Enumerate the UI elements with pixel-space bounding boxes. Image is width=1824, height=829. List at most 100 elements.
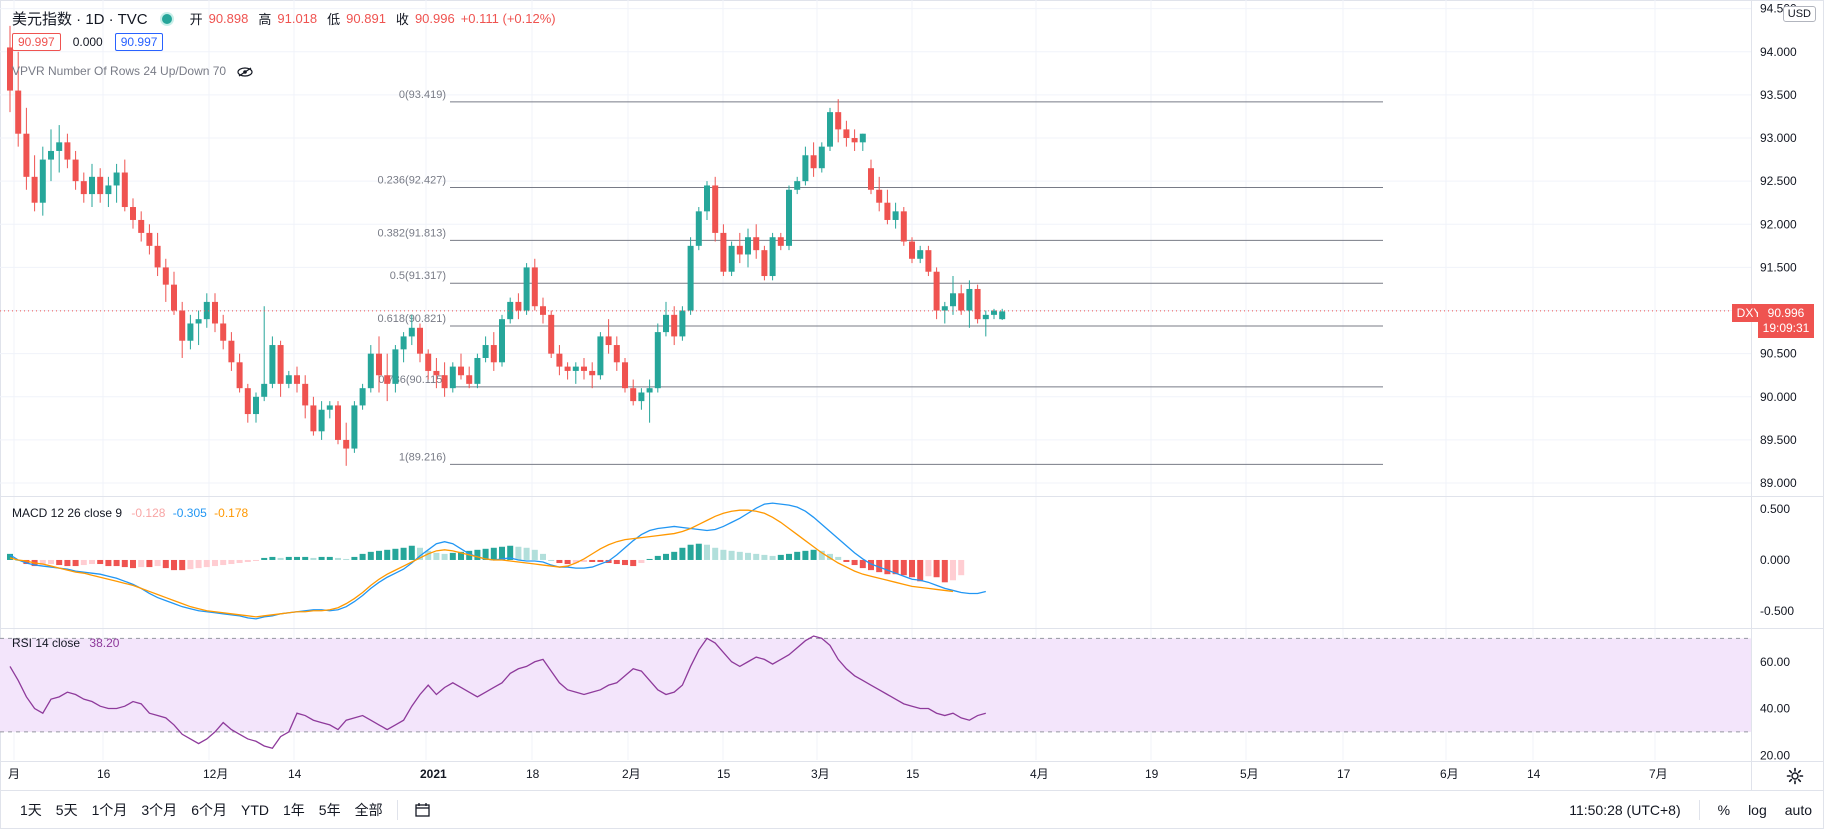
macd-signal-line bbox=[9, 509, 954, 618]
macd-histogram-bar bbox=[97, 559, 104, 565]
candle-body bbox=[31, 176, 38, 203]
candle-body bbox=[515, 301, 522, 311]
macd-histogram-bar bbox=[171, 559, 177, 571]
candle-body bbox=[950, 293, 956, 307]
symbol-title[interactable]: 美元指数 · 1D · TVC bbox=[12, 11, 148, 28]
candle-body bbox=[326, 405, 333, 410]
change-value: +0.111 (+0.12%) bbox=[460, 11, 556, 26]
candle-body bbox=[548, 314, 555, 354]
currency-label[interactable]: USD bbox=[1782, 6, 1816, 22]
candle-body bbox=[777, 237, 784, 246]
candle-body bbox=[294, 375, 300, 384]
range-1y[interactable]: 1年 bbox=[282, 801, 305, 818]
range-6m[interactable]: 6个月 bbox=[191, 801, 227, 818]
candle-body bbox=[974, 288, 981, 320]
price-axis-divider bbox=[1751, 0, 1752, 790]
time-tick-label: 17 bbox=[1337, 767, 1351, 781]
candle-body bbox=[786, 189, 792, 246]
ask-value[interactable]: 90.997 bbox=[114, 33, 164, 51]
range-1m[interactable]: 1个月 bbox=[91, 801, 128, 818]
settings-gear-icon[interactable] bbox=[1786, 767, 1804, 785]
time-tick-label: 月 bbox=[8, 767, 20, 781]
time-tick-label: 5月 bbox=[1240, 767, 1259, 781]
clock[interactable]: 11:50:28 (UTC+8) bbox=[1569, 801, 1681, 818]
macd-histogram-bar bbox=[687, 544, 694, 560]
macd-legend[interactable]: MACD 12 26 close 9 -0.128 -0.305 -0.178 bbox=[12, 506, 248, 520]
macd-histogram-bar bbox=[736, 551, 743, 560]
candle-body bbox=[376, 353, 382, 376]
candle-body bbox=[285, 375, 292, 384]
candle-body bbox=[925, 250, 932, 272]
time-tick-label: 3月 bbox=[811, 767, 830, 781]
auto-toggle[interactable]: auto bbox=[1784, 801, 1812, 818]
candle-body bbox=[97, 176, 104, 195]
log-toggle[interactable]: log bbox=[1748, 801, 1767, 818]
range-5y[interactable]: 5年 bbox=[318, 801, 341, 818]
macd-histogram-bar bbox=[318, 556, 325, 560]
macd-histogram-bar bbox=[326, 556, 333, 560]
price-tick-label: 90.500 bbox=[1760, 347, 1797, 361]
candle-body bbox=[130, 207, 136, 220]
candle-body bbox=[892, 211, 899, 220]
candle-body bbox=[654, 332, 661, 389]
rsi-legend[interactable]: RSI 14 close 38.20 bbox=[12, 636, 119, 650]
candle-body bbox=[630, 388, 637, 402]
range-all[interactable]: 全部 bbox=[354, 801, 383, 818]
macd-histogram-bar bbox=[523, 547, 530, 560]
candle-body bbox=[121, 172, 128, 208]
macd-histogram-bar bbox=[531, 549, 538, 560]
macd-histogram-bar bbox=[56, 559, 63, 566]
macd-histogram-bar bbox=[540, 553, 546, 560]
candle-body bbox=[523, 267, 530, 311]
candle-body bbox=[39, 159, 46, 203]
range-3m[interactable]: 3个月 bbox=[141, 801, 178, 818]
candle-body bbox=[859, 133, 866, 143]
macd-histogram-bar bbox=[892, 559, 899, 575]
last-price-box: 90.996 19:09:31 bbox=[1758, 304, 1814, 338]
candle-body bbox=[203, 301, 210, 320]
macd-histogram-bar bbox=[89, 559, 95, 565]
macd-histogram-bar bbox=[622, 559, 628, 566]
candle-body bbox=[154, 245, 161, 268]
rsi-line bbox=[9, 635, 986, 750]
macd-histogram-bar bbox=[810, 549, 817, 560]
price-tick-label: 89.500 bbox=[1760, 433, 1797, 447]
candle-body bbox=[64, 142, 71, 160]
macd-histogram-bar bbox=[917, 559, 924, 582]
macd-histogram-bar bbox=[507, 545, 514, 560]
macd-histogram-bar bbox=[482, 548, 489, 560]
candle-body bbox=[212, 301, 218, 324]
toolbar-separator bbox=[396, 799, 398, 820]
macd-signal-value: -0.178 bbox=[214, 506, 249, 520]
macd-histogram-bar bbox=[704, 544, 710, 560]
eye-hidden-icon[interactable] bbox=[237, 67, 254, 77]
range-1d[interactable]: 1天 bbox=[20, 801, 42, 818]
candle-body bbox=[810, 155, 817, 169]
time-tick-label: 4月 bbox=[1030, 767, 1049, 781]
vpvr-legend[interactable]: VPVR Number Of Rows 24 Up/Down 70 bbox=[12, 64, 254, 78]
macd-histogram-bar bbox=[581, 559, 587, 562]
macd-histogram-bar bbox=[671, 551, 678, 560]
percent-toggle[interactable]: % bbox=[1717, 801, 1731, 818]
macd-histogram-bar bbox=[597, 559, 604, 562]
candle-body bbox=[835, 112, 842, 130]
range-ytd[interactable]: YTD bbox=[240, 801, 269, 818]
value-legend: 90.997 0.000 90.997 bbox=[12, 33, 164, 51]
macd-histogram-bar bbox=[441, 553, 448, 560]
candle-body bbox=[56, 142, 63, 151]
candle-body bbox=[638, 392, 645, 402]
macd-tick-label: 0.500 bbox=[1760, 502, 1790, 516]
goto-date-icon[interactable] bbox=[414, 802, 432, 818]
time-tick-label: 18 bbox=[526, 767, 540, 781]
macd-histogram-bar bbox=[294, 556, 300, 560]
candle-body bbox=[384, 375, 391, 384]
range-5d[interactable]: 5天 bbox=[55, 801, 78, 818]
bid-value[interactable]: 90.997 bbox=[12, 33, 61, 51]
fib-retracement: 0(93.419) 0.236(92.427) 0.382(91.813) 0.5(9… bbox=[378, 89, 1383, 465]
time-tick-label: 6月 bbox=[1440, 767, 1459, 781]
candle-body bbox=[89, 176, 95, 195]
bar-countdown: 19:09:31 bbox=[1762, 321, 1810, 335]
price-tick-label: 89.000 bbox=[1760, 476, 1797, 490]
candle-body bbox=[982, 314, 989, 320]
